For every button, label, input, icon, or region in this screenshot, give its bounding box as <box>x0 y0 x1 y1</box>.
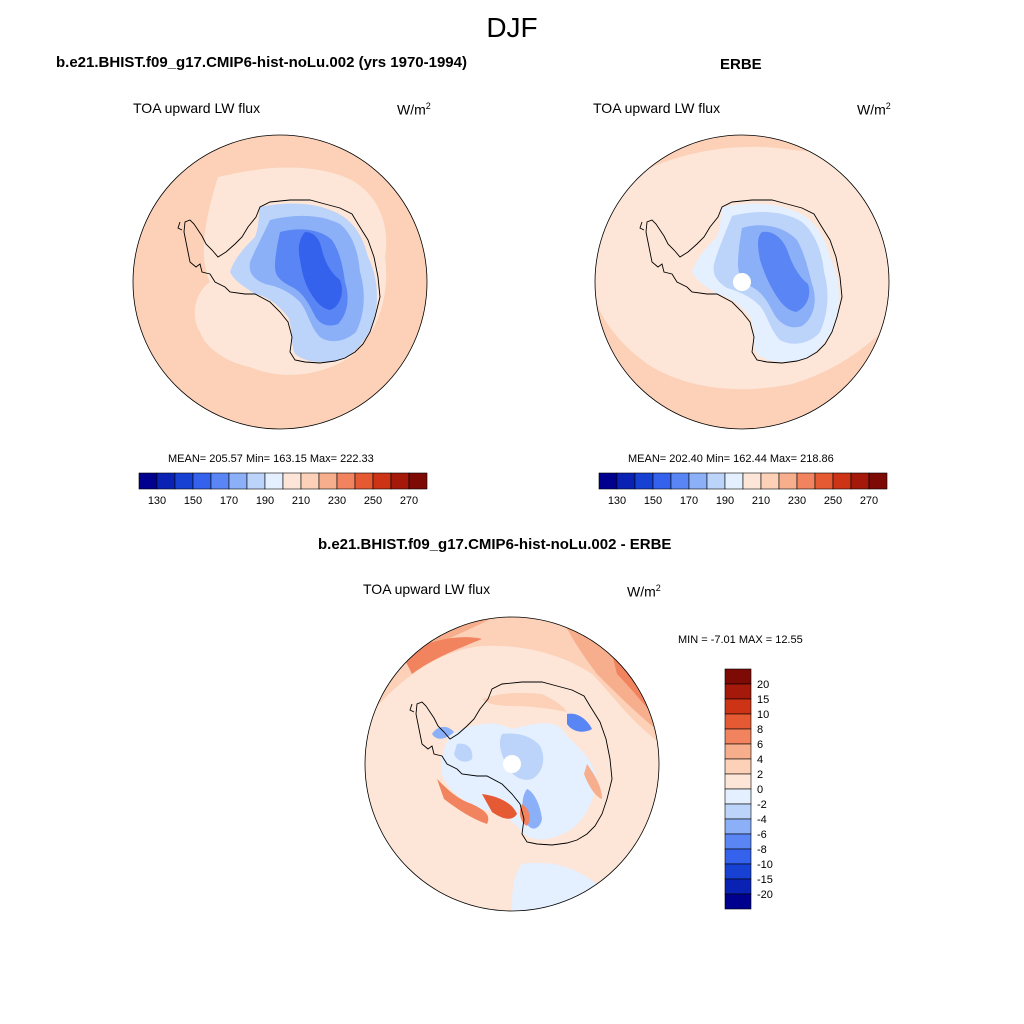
right-colorbar-swatch <box>742 472 762 490</box>
left-colorbar-swatch <box>318 472 338 490</box>
diff-colorbar-tick-label: -20 <box>757 889 773 901</box>
right-colorbar-tick-label: 150 <box>644 495 662 507</box>
right-colorbar-swatch <box>760 472 780 490</box>
right-colorbar-tick-label: 250 <box>824 495 842 507</box>
right-colorbar-swatch <box>814 472 834 490</box>
right-colorbar-swatch <box>778 472 798 490</box>
left-colorbar-swatch <box>264 472 284 490</box>
diff-colorbar-tick-label: -4 <box>757 814 767 826</box>
diff-colorbar-swatch <box>724 818 752 835</box>
left-colorbar-swatch <box>372 472 392 490</box>
diff-colorbar-tick-label: 2 <box>757 769 763 781</box>
left-colorbar-swatch <box>210 472 230 490</box>
right-colorbar-swatch <box>706 472 726 490</box>
diff-colorbar-swatch <box>724 878 752 895</box>
figure-title: DJF <box>486 12 538 43</box>
diff-colorbar-swatch <box>724 743 752 760</box>
right-units-label: W/m2 <box>857 101 891 118</box>
left-colorbar: 130 150 170 190 210 230 250 270 <box>138 472 428 507</box>
diff-colorbar-tick-label: -8 <box>757 844 767 856</box>
diff-colorbar-tick-label: 15 <box>757 694 769 706</box>
diff-colorbar-tick-label: 10 <box>757 709 769 721</box>
right-colorbar-swatch <box>634 472 654 490</box>
right-colorbar-swatch <box>670 472 690 490</box>
right-colorbar-swatch <box>796 472 816 490</box>
left-variable-label: TOA upward LW flux <box>133 100 261 116</box>
diff-units-label: W/m2 <box>627 583 661 600</box>
left-colorbar-tick-label: 270 <box>400 495 418 507</box>
right-polar-map <box>594 134 890 430</box>
left-colorbar-tick-label: 130 <box>148 495 166 507</box>
right-colorbar-swatch <box>850 472 870 490</box>
left-colorbar-swatch <box>246 472 266 490</box>
diff-colorbar-swatch <box>724 683 752 700</box>
right-colorbar-tick-label: 230 <box>788 495 806 507</box>
diff-panel-title: b.e21.BHIST.f09_g17.CMIP6-hist-noLu.002 … <box>318 536 672 553</box>
right-colorbar-swatch <box>724 472 744 490</box>
right-colorbar-swatch <box>616 472 636 490</box>
right-colorbar: 130 150 170 190 210 230 250 270 <box>598 472 888 507</box>
left-colorbar-swatch <box>156 472 176 490</box>
diff-colorbar-tick-label: 20 <box>757 679 769 691</box>
right-colorbar-tick-label: 210 <box>752 495 770 507</box>
left-colorbar-swatch <box>390 472 410 490</box>
diff-colorbar-swatch <box>724 713 752 730</box>
left-colorbar-tick-label: 250 <box>364 495 382 507</box>
left-colorbar-swatch <box>228 472 248 490</box>
diff-colorbar-swatch <box>724 788 752 805</box>
left-colorbar-swatch <box>408 472 428 490</box>
right-colorbar-swatch <box>832 472 852 490</box>
left-units-label: W/m2 <box>397 101 431 118</box>
right-colorbar-tick-label: 190 <box>716 495 734 507</box>
left-colorbar-tick-label: 230 <box>328 495 346 507</box>
diff-polar-map <box>364 616 660 912</box>
diff-colorbar-swatch <box>724 728 752 745</box>
right-colorbar-swatch <box>688 472 708 490</box>
left-colorbar-swatch <box>174 472 194 490</box>
diff-colorbar-tick-label: -15 <box>757 874 773 886</box>
diff-colorbar-swatch <box>724 698 752 715</box>
left-colorbar-tick-label: 150 <box>184 495 202 507</box>
left-colorbar-swatch <box>354 472 374 490</box>
diff-variable-label: TOA upward LW flux <box>363 581 491 597</box>
right-colorbar-swatch <box>652 472 672 490</box>
diff-colorbar-swatch <box>724 893 752 910</box>
right-variable-label: TOA upward LW flux <box>593 100 721 116</box>
right-colorbar-swatch <box>868 472 888 490</box>
left-stats: MEAN= 205.57 Min= 163.15 Max= 222.33 <box>168 453 374 465</box>
right-stats: MEAN= 202.40 Min= 162.44 Max= 218.86 <box>628 453 834 465</box>
right-colorbar-tick-label: 270 <box>860 495 878 507</box>
diff-colorbar-tick-label: 6 <box>757 739 763 751</box>
diff-colorbar-tick-label: 0 <box>757 784 763 796</box>
diff-colorbar-tick-label: 4 <box>757 754 763 766</box>
left-colorbar-swatch <box>336 472 356 490</box>
diff-colorbar-swatch <box>724 833 752 850</box>
left-colorbar-tick-label: 210 <box>292 495 310 507</box>
diff-colorbar-tick-label: -6 <box>757 829 767 841</box>
diff-colorbar-swatch <box>724 848 752 865</box>
left-colorbar-tick-label: 190 <box>256 495 274 507</box>
diff-colorbar-swatch <box>724 803 752 820</box>
diff-colorbar-tick-label: 8 <box>757 724 763 736</box>
diff-colorbar-swatch <box>724 773 752 790</box>
left-colorbar-swatch <box>300 472 320 490</box>
diff-colorbar-tick-label: -2 <box>757 799 767 811</box>
left-polar-map <box>132 134 428 430</box>
diff-colorbar-swatch <box>724 758 752 775</box>
diff-colorbar-swatch <box>724 668 752 685</box>
diff-colorbar-tick-label: -10 <box>757 859 773 871</box>
diff-stats: MIN = -7.01 MAX = 12.55 <box>678 634 803 646</box>
diff-colorbar-swatch <box>724 863 752 880</box>
right-panel-title: ERBE <box>720 56 762 73</box>
left-colorbar-swatch <box>282 472 302 490</box>
right-colorbar-tick-label: 170 <box>680 495 698 507</box>
left-panel-title: b.e21.BHIST.f09_g17.CMIP6-hist-noLu.002 … <box>56 54 467 71</box>
right-colorbar-tick-label: 130 <box>608 495 626 507</box>
right-colorbar-swatch <box>598 472 618 490</box>
left-colorbar-tick-label: 170 <box>220 495 238 507</box>
left-colorbar-swatch <box>192 472 212 490</box>
left-colorbar-swatch <box>138 472 158 490</box>
